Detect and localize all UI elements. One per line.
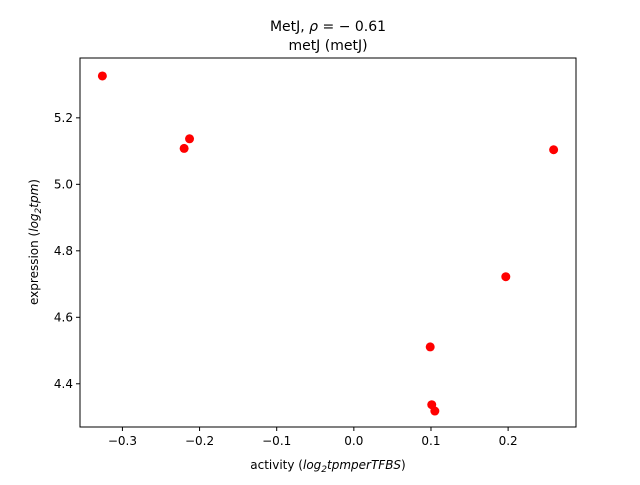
data-point-2	[185, 134, 195, 144]
y-tick-label: 4.8	[54, 244, 73, 258]
data-point-5	[501, 272, 511, 282]
data-point-1	[97, 71, 107, 81]
chart-title-main: MetJ,	[270, 19, 309, 35]
x-axis-label-math: log	[303, 458, 322, 472]
y-tick-label: 5.2	[54, 111, 73, 125]
x-tick-label: 0.0	[344, 434, 363, 448]
chart-title-rho-value: = − 0.61	[318, 19, 386, 35]
y-tick-label: 4.6	[54, 310, 73, 324]
plot-frame	[79, 57, 577, 428]
x-axis-label-suffix: )	[401, 458, 406, 472]
data-point-4	[549, 145, 559, 155]
y-axis-label: expression (log2tpm)	[27, 179, 44, 305]
x-tick-label: −0.1	[262, 434, 291, 448]
y-axis-label-math-rest: tpm	[27, 184, 41, 208]
data-point-8	[430, 406, 440, 416]
y-tick-label: 4.4	[54, 377, 73, 391]
y-axis-label-suffix: )	[27, 179, 41, 184]
x-axis-label: activity (log2tpmperTFBS)	[250, 458, 405, 475]
chart-title-rho-symbol: ρ	[309, 19, 318, 35]
x-axis-label-sub: 2	[321, 465, 327, 475]
x-tick-label: −0.3	[108, 434, 137, 448]
y-tick-label: 5.0	[54, 177, 73, 191]
y-axis-label-math: log	[27, 213, 41, 232]
x-axis-label-math-rest: tpmperTFBS	[327, 458, 401, 472]
x-tick-label: 0.1	[421, 434, 440, 448]
x-axis-label-prefix: activity (	[250, 458, 303, 472]
y-axis-label-sub: 2	[34, 207, 44, 213]
x-tick-label: −0.2	[185, 434, 214, 448]
chart-subtitle: metJ (metJ)	[288, 38, 367, 54]
chart-title: MetJ, ρ = − 0.61	[270, 19, 386, 35]
x-tick-label: 0.2	[499, 434, 518, 448]
data-point-6	[425, 342, 435, 352]
y-axis-label-prefix: expression (	[27, 232, 41, 305]
ticks-layer: −0.3 −0.2 −0.1 0.0 0.1 0.2 4.4 4.6 4.8 5.0 5.2	[54, 111, 518, 448]
points-layer	[97, 71, 559, 416]
data-point-3	[179, 143, 189, 153]
